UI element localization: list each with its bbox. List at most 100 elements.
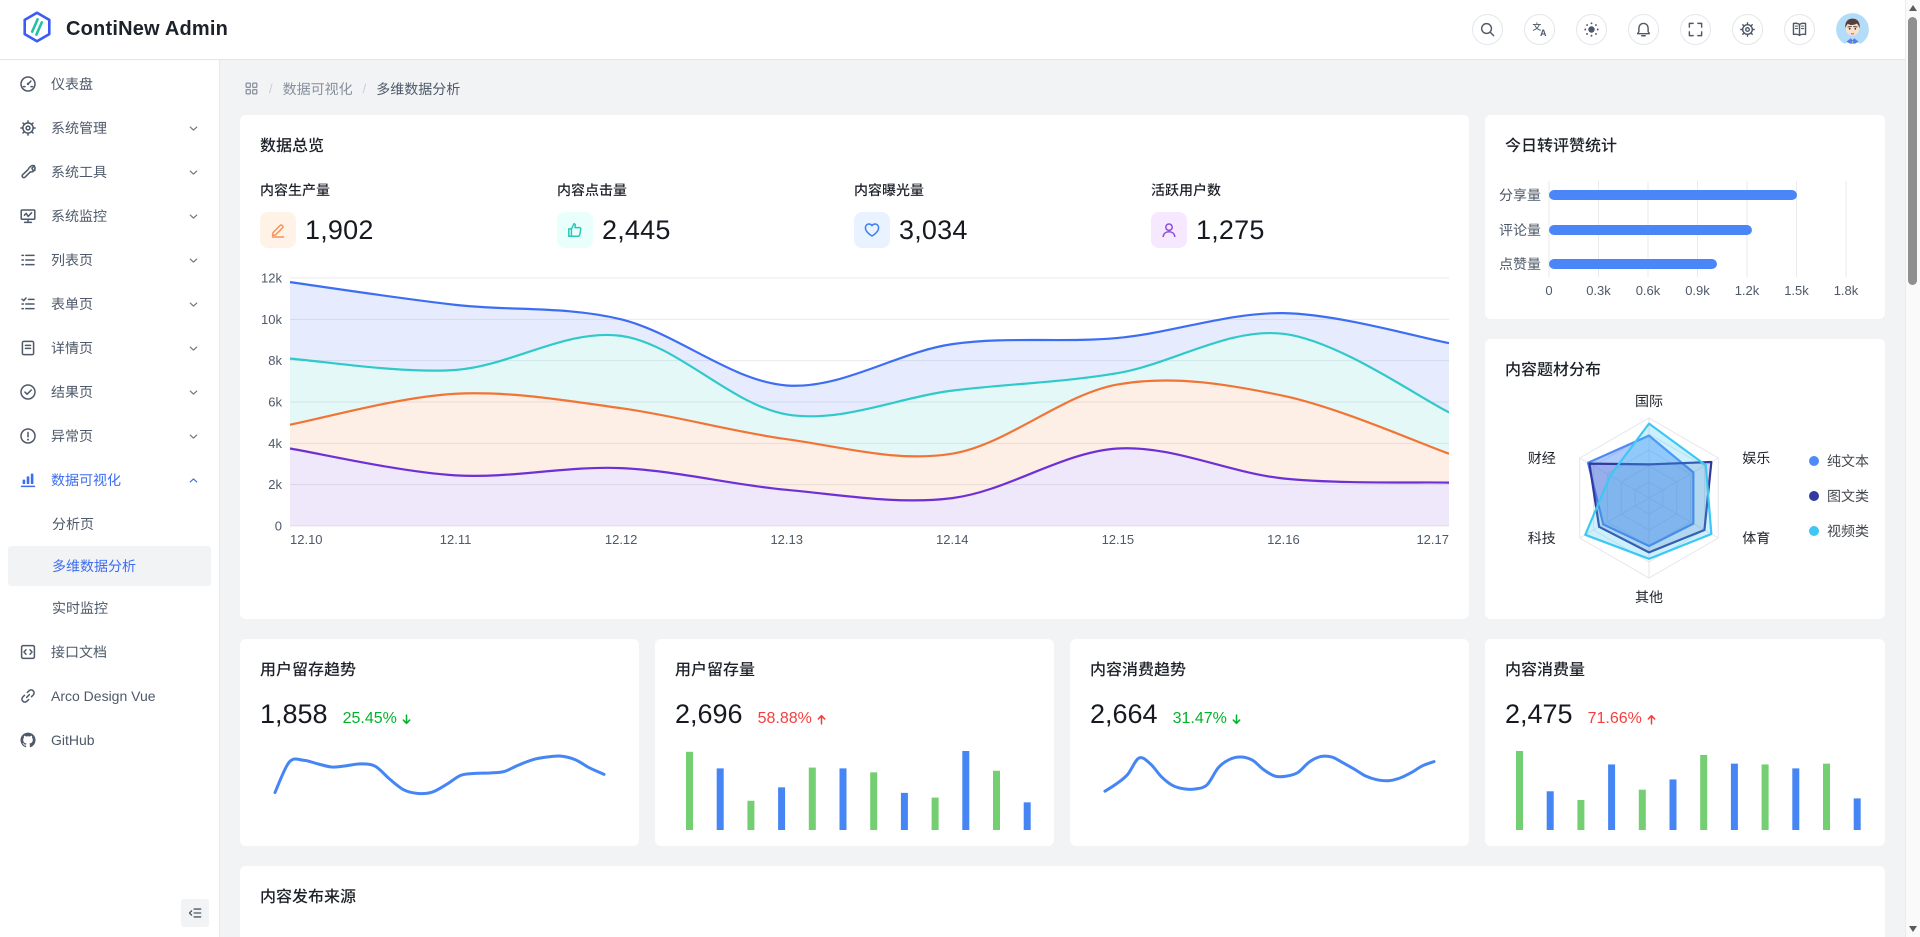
thumb-icon	[568, 223, 582, 237]
svg-text:1.5k: 1.5k	[1784, 283, 1809, 298]
gear-button[interactable]	[1732, 14, 1763, 45]
stat-chip	[260, 212, 296, 248]
trend-down-arrow-icon	[1232, 713, 1241, 724]
stat-value: 1,902	[305, 214, 374, 245]
search-icon	[1480, 22, 1495, 37]
book-button[interactable]	[1784, 14, 1815, 45]
svg-text:点赞量: 点赞量	[1499, 256, 1541, 272]
svg-text:财经: 财经	[1528, 450, 1556, 466]
percent-value: 31.47%	[1172, 710, 1227, 727]
sidebar-item-gear[interactable]: 系统管理	[0, 106, 219, 150]
retention-trend-percent: 25.45%	[343, 710, 413, 728]
area-chart[interactable]: 0 2k 4k 6k 8k 10k 12k 12.10 12.11 12.12 12.13 12.14…	[260, 262, 1449, 556]
breadcrumb-separator: /	[362, 81, 367, 96]
translate-icon: 文A	[1532, 22, 1547, 38]
sidebar-subitem-label: 实时监控	[52, 600, 108, 616]
stat-value-row: 2,445	[557, 212, 854, 248]
scrollbar-thumb[interactable]	[1908, 17, 1917, 285]
breadcrumb: / 数据可视化 / 多维数据分析	[244, 76, 1905, 101]
sun-button[interactable]	[1576, 14, 1607, 45]
card-share-stats: 今日转评赞统计 0 0.3k 0.6k 0.9k 1.2k 1.5k 1.8k 分享量 评论量点…	[1485, 115, 1885, 319]
sidebar-item-list[interactable]: 列表页	[0, 238, 219, 282]
card-consume-trend: 内容消费趋势 2,664 31.47%	[1070, 639, 1469, 846]
stat-label: 活跃用户数	[1151, 182, 1221, 198]
svg-text:12.15: 12.15	[1102, 532, 1135, 547]
sidebar-item-dashboard[interactable]: 仪表盘	[0, 62, 219, 106]
retention-trend-chart[interactable]	[260, 736, 619, 838]
breadcrumb-home[interactable]	[244, 81, 259, 96]
sidebar-item-label: Arco Design Vue	[51, 688, 156, 704]
logo[interactable]: ContiNew Admin	[0, 10, 228, 49]
sidebar-item-label: 系统工具	[51, 164, 107, 180]
svg-text:2k: 2k	[268, 477, 282, 492]
consume-amount-chart[interactable]	[1505, 736, 1864, 838]
sidebar: 仪表盘 系统管理系统工具系统监控列表页表单页 详情页 结果页 异常页 数据可视化 分析页 多维…	[0, 60, 220, 937]
sidebar-item-chart[interactable]: 数据可视化	[0, 458, 219, 502]
sidebar-subitem[interactable]: 分析页	[8, 504, 211, 544]
card-publish-source: 内容发布来源	[240, 866, 1885, 937]
retention-amount-chart[interactable]	[675, 736, 1034, 838]
radar-legend-item[interactable]: 视频类	[1809, 521, 1869, 541]
consume-trend-chart[interactable]	[1090, 736, 1449, 838]
page-scrollbar[interactable]	[1905, 0, 1920, 937]
chevron-down-icon	[189, 302, 198, 307]
legend-dot-icon	[1809, 526, 1819, 536]
sidebar-item-exception[interactable]: 异常页	[0, 414, 219, 458]
sidebar-item-result[interactable]: 结果页	[0, 370, 219, 414]
radar-legend-item[interactable]: 纯文本	[1809, 451, 1869, 471]
consume-amount-value-row: 2,475 71.66%	[1485, 699, 1885, 730]
monitor-icon	[20, 209, 36, 224]
stat-chip	[854, 212, 890, 248]
svg-text:体育: 体育	[1742, 530, 1770, 546]
sidebar-subitem[interactable]: 多维数据分析	[8, 546, 211, 586]
bell-button[interactable]	[1628, 14, 1659, 45]
wrench-icon	[21, 164, 36, 179]
svg-text:4k: 4k	[268, 436, 282, 451]
sun-icon	[1584, 22, 1599, 37]
scrollbar-down-arrow[interactable]	[1909, 926, 1917, 932]
sidebar-item-form[interactable]: 表单页	[0, 282, 219, 326]
overview-stat: 活跃用户数 1,275	[1151, 180, 1448, 248]
sidebar-item-monitor[interactable]: 系统监控	[0, 194, 219, 238]
sidebar-item-label: 列表页	[51, 252, 93, 268]
search-button[interactable]	[1472, 14, 1503, 45]
stat-label: 内容点击量	[557, 182, 627, 198]
sidebar-item-apidoc[interactable]: 接口文档	[0, 630, 219, 674]
radar-legend-item[interactable]: 图文类	[1809, 486, 1869, 506]
stat-chip	[557, 212, 593, 248]
fullscreen-button[interactable]	[1680, 14, 1711, 45]
stat-value: 2,445	[602, 214, 671, 245]
scrollbar-up-arrow[interactable]	[1909, 5, 1917, 11]
consume-trend-value-row: 2,664 31.47%	[1070, 699, 1469, 730]
breadcrumb-item[interactable]: 数据可视化	[282, 80, 353, 97]
retention-amount-value-row: 2,696 58.88%	[655, 699, 1054, 730]
trend-down-arrow-icon	[402, 713, 411, 724]
consume-amount-value: 2,475	[1505, 699, 1573, 729]
overview-stat: 内容生产量 1,902	[260, 180, 557, 248]
content-right-column: 今日转评赞统计 0 0.3k 0.6k 0.9k 1.2k 1.5k 1.8k 分享量 评论量点…	[1485, 115, 1885, 937]
gear-icon	[1740, 22, 1755, 37]
sidebar-item-detail[interactable]: 详情页	[0, 326, 219, 370]
stat-value-row: 3,034	[854, 212, 1151, 248]
consume-trend-value: 2,664	[1090, 699, 1158, 729]
sidebar-item-github[interactable]: GitHub	[0, 718, 219, 762]
sidebar-subitem[interactable]: 实时监控	[8, 588, 211, 628]
mini-cards-row: 用户留存趋势 1,858 25.45% 用户留存量 2,696 58.88%	[240, 639, 1469, 846]
svg-text:12.17: 12.17	[1416, 532, 1449, 547]
svg-text:10k: 10k	[261, 312, 282, 327]
svg-text:评论量: 评论量	[1499, 222, 1541, 238]
svg-text:0.3k: 0.3k	[1586, 283, 1611, 298]
logo-icon	[20, 10, 54, 49]
svg-text:其他: 其他	[1635, 589, 1663, 605]
user-avatar[interactable]	[1836, 13, 1869, 46]
stat-value-row: 1,275	[1151, 212, 1448, 248]
sidebar-item-link[interactable]: Arco Design Vue	[0, 674, 219, 718]
sidebar-collapse-button[interactable]	[181, 899, 209, 927]
card-retention-amount: 用户留存量 2,696 58.88%	[655, 639, 1054, 846]
sidebar-item-wrench[interactable]: 系统工具	[0, 150, 219, 194]
